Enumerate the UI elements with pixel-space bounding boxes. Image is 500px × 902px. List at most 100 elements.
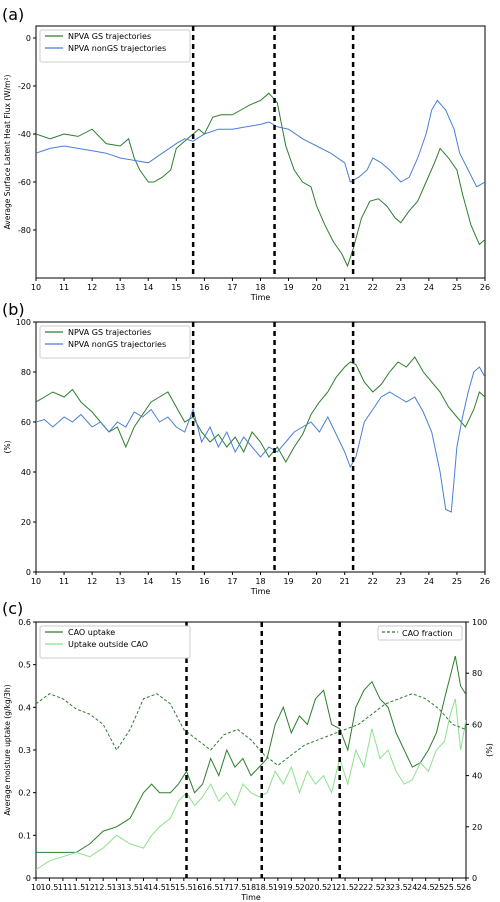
legend: NPVA GS trajectories NPVA nonGS trajector…: [39, 29, 191, 63]
x-tick-label: 15.5: [175, 883, 193, 892]
x-tick-label: 16: [199, 577, 209, 586]
legend-right: CAO fraction: [377, 625, 463, 641]
plot-frame: [35, 321, 486, 573]
x-tick-label: 21: [340, 283, 350, 292]
x-tick-label: 17: [219, 883, 229, 892]
panel-3: (c)10 10.5 11 11.5 12 12.5 13 13.5 14 14.5 15 15.5 1…: [2, 599, 494, 902]
legend-box: [377, 625, 463, 641]
x-tick-label: 15: [171, 283, 181, 292]
series-line-npva-nongs-trajectories: [36, 366, 485, 513]
x-tick-label: 18: [255, 577, 265, 586]
x-tick-label: 25.5: [444, 883, 462, 892]
x-tick-label: 21.5: [336, 883, 354, 892]
x-tick-label: 23: [380, 883, 390, 892]
x-tick-label: 24: [424, 283, 434, 292]
legend-entry: CAO uptake: [68, 628, 115, 637]
y-tick-label: 0.2: [18, 789, 31, 798]
x-tick-label: 15: [165, 883, 175, 892]
y-tick-label: -80: [18, 226, 31, 235]
x-axis-label: Time: [250, 587, 271, 596]
y-tick-label: 100: [16, 318, 31, 327]
x-tick-label: 16.5: [202, 883, 220, 892]
y-axis-label: Average Surface Latent Heat Flux (W/m²): [3, 75, 12, 230]
x-tick-label: 20: [300, 883, 310, 892]
plot-frame: [35, 621, 467, 879]
legend-box: [39, 29, 191, 63]
y2-tick-label: 40: [472, 772, 482, 781]
x-tick-label: 10: [31, 283, 41, 292]
x-tick-label: 17.5: [229, 883, 247, 892]
y-tick-label: 40: [21, 468, 31, 477]
x-tick-label: 26: [480, 283, 490, 292]
x-tick-label: 13: [115, 577, 125, 586]
x-tick-label: 19.5: [282, 883, 300, 892]
legend: CAO uptake Uptake outside CAO: [39, 625, 191, 659]
x-tick-label: 11.5: [67, 883, 85, 892]
y2-tick-label: 60: [472, 720, 482, 729]
series-line-npva-nongs-trajectories: [36, 99, 485, 188]
x-tick-label: 25: [434, 883, 444, 892]
legend: NPVA GS trajectories NPVA nonGS trajector…: [39, 325, 191, 359]
x-tick-label: 18: [255, 283, 265, 292]
x-tick-label: 10.5: [41, 883, 59, 892]
legend-entry: NPVA GS trajectories: [68, 328, 151, 337]
y2-tick-label: 100: [472, 618, 487, 627]
x-tick-label: 22: [368, 283, 378, 292]
y-axis-label: Average moisture uptake (g/kg/3h): [3, 684, 12, 815]
x-tick-label: 19: [273, 883, 283, 892]
y-tick-label: 0: [26, 34, 31, 43]
x-tick-label: 13: [115, 283, 125, 292]
x-tick-label: 15: [171, 577, 181, 586]
x-tick-label: 22: [353, 883, 363, 892]
x-tick-label: 23: [396, 577, 406, 586]
x-tick-label: 25: [452, 283, 462, 292]
x-tick-label: 22: [368, 577, 378, 586]
x-tick-label: 13.5: [121, 883, 139, 892]
legend-entry: CAO fraction: [402, 629, 453, 638]
x-tick-label: 16: [199, 283, 209, 292]
panel-label: (a): [2, 5, 24, 24]
series-line-cao-fraction: [36, 693, 466, 767]
x-tick-label: 10: [31, 577, 41, 586]
y2-tick-label: 0: [472, 874, 477, 883]
x-tick-label: 13: [112, 883, 122, 892]
x-tick-label: 14: [143, 577, 153, 586]
series-line-npva-gs-trajectories: [36, 356, 485, 464]
series-line-uptake-outside-cao: [36, 698, 466, 870]
x-tick-label: 11: [58, 883, 68, 892]
x-tick-label: 11: [59, 283, 69, 292]
y-tick-label: 60: [21, 418, 31, 427]
x-tick-label: 19: [283, 283, 293, 292]
legend-box: [39, 625, 191, 659]
x-tick-label: 12: [87, 577, 97, 586]
y-axis-label: (%): [3, 440, 12, 453]
x-axis-label: Time: [240, 893, 261, 902]
x-tick-label: 26: [461, 883, 471, 892]
y-tick-label: -20: [18, 82, 31, 91]
x-tick-label: 10: [31, 883, 41, 892]
x-tick-label: 20.5: [309, 883, 327, 892]
y-tick-label: 0.3: [18, 746, 31, 755]
x-tick-label: 21: [327, 883, 337, 892]
legend-box: [39, 325, 191, 359]
legend-entry: NPVA nonGS trajectories: [68, 44, 166, 53]
x-tick-label: 12: [85, 883, 95, 892]
plot-frame: [35, 25, 486, 279]
x-tick-label: 14: [143, 283, 153, 292]
y-tick-label: 0.1: [18, 831, 31, 840]
x-tick-label: 14: [138, 883, 148, 892]
x-tick-label: 20: [312, 577, 322, 586]
y2-axis-label: (%): [485, 743, 494, 757]
y-tick-label: -40: [18, 130, 31, 139]
legend-entry: Uptake outside CAO: [68, 640, 148, 649]
y-tick-label: 0.4: [18, 703, 31, 712]
x-tick-label: 26: [480, 577, 490, 586]
x-tick-label: 17: [227, 577, 237, 586]
series-line-cao-uptake: [36, 655, 466, 853]
x-tick-label: 24: [407, 883, 417, 892]
y2-tick-label: 20: [472, 823, 482, 832]
y-tick-label: 20: [21, 518, 31, 527]
x-tick-label: 12.5: [94, 883, 112, 892]
x-tick-label: 14.5: [148, 883, 166, 892]
y-tick-label: 0: [26, 568, 31, 577]
